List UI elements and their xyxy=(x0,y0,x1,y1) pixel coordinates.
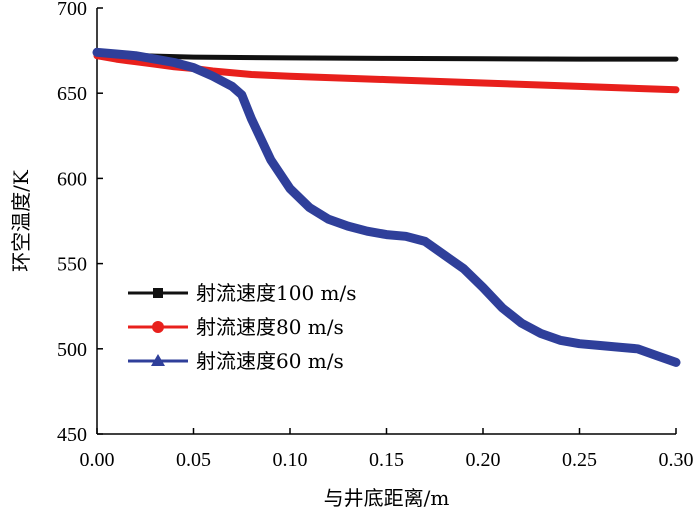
x-tick-label: 0.15 xyxy=(369,449,404,471)
y-tick-label: 550 xyxy=(57,254,87,276)
x-tick-label: 0.25 xyxy=(562,449,597,471)
x-axis-ticks: 0.00 0.05 0.10 0.15 0.20 0.25 0.30 xyxy=(80,428,694,471)
legend: 射流速度100 m/s 射流速度80 m/s 射流速度60 m/s xyxy=(128,281,357,373)
y-tick-label: 450 xyxy=(57,424,87,446)
x-tick-label: 0.20 xyxy=(466,449,501,471)
series-line-3 xyxy=(92,47,681,367)
x-tick-label: 0.30 xyxy=(659,449,694,471)
x-tick-label: 0.00 xyxy=(80,449,115,471)
x-tick-label: 0.10 xyxy=(273,449,308,471)
legend-circle-marker xyxy=(152,321,164,333)
legend-item: 射流速度60 m/s xyxy=(128,349,344,373)
legend-square-marker xyxy=(153,288,163,298)
series-line-1 xyxy=(94,51,679,62)
legend-label: 射流速度80 m/s xyxy=(196,315,344,339)
legend-triangle-marker xyxy=(151,354,165,366)
legend-item: 射流速度100 m/s xyxy=(128,281,357,305)
series-line-2 xyxy=(93,52,680,94)
y-tick-label: 600 xyxy=(57,168,87,190)
series-group xyxy=(92,47,681,367)
legend-label: 射流速度100 m/s xyxy=(196,281,357,305)
y-tick-label: 500 xyxy=(57,339,87,361)
x-axis-title: 与井底距离/m xyxy=(324,486,450,510)
y-axis-ticks: 450 500 550 600 650 700 xyxy=(57,0,103,446)
y-axis-title: 环空温度/K xyxy=(9,169,33,272)
y-tick-label: 700 xyxy=(57,0,87,20)
x-tick-label: 0.05 xyxy=(176,449,211,471)
legend-label: 射流速度60 m/s xyxy=(196,349,344,373)
y-tick-label: 650 xyxy=(57,83,87,105)
legend-item: 射流速度80 m/s xyxy=(128,315,344,339)
